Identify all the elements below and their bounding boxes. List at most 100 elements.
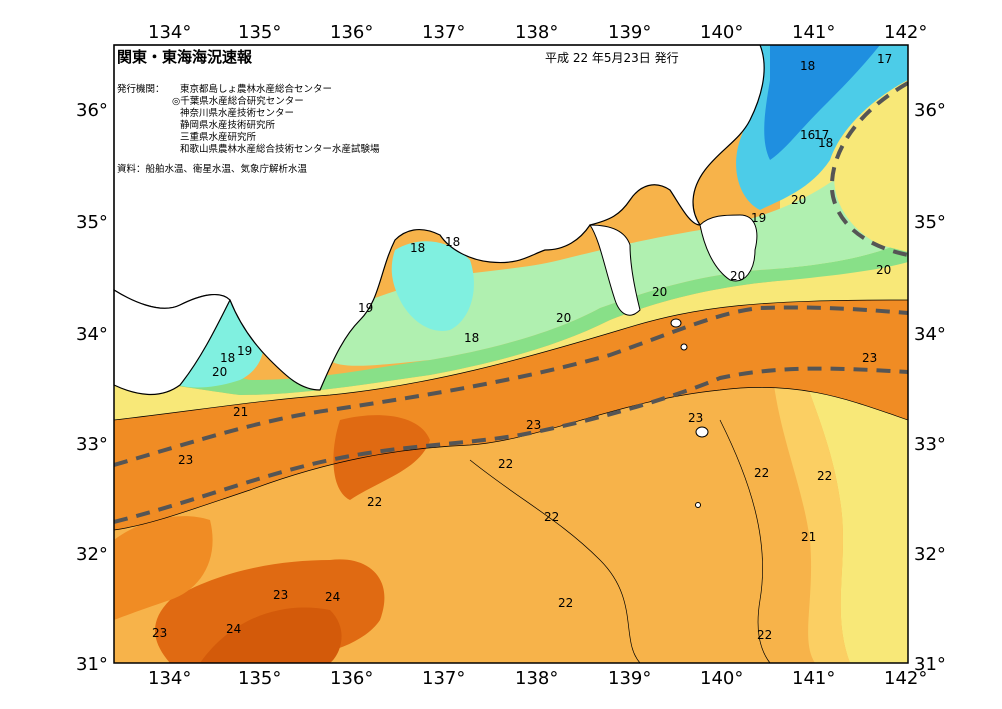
lon-label-top: 137° [422, 22, 465, 43]
lat-label-right: 32° [914, 544, 946, 565]
contour-label: 17 [877, 52, 892, 66]
temp-zone-17-ne [764, 45, 880, 160]
map-frame [113, 44, 909, 664]
contour-label: 22 [498, 457, 513, 471]
temp-zone-24-a [333, 415, 430, 500]
contour-label: 22 [754, 466, 769, 480]
lon-label-bottom: 141° [792, 668, 835, 689]
contour-label: 20 [730, 269, 745, 283]
lat-labels-right: 31° 32° 33° 34° 35° 36° [914, 100, 946, 675]
kuroshio-south-edge [114, 366, 908, 524]
contour-label: 22 [757, 628, 772, 642]
isotherm-22-mid [469, 459, 641, 663]
lon-label-top: 138° [515, 22, 558, 43]
contour-label: 16 [800, 128, 815, 142]
lat-label-right: 36° [914, 100, 946, 121]
contour-label: 20 [876, 263, 891, 277]
contour-label: 23 [273, 588, 288, 602]
lon-label-top: 141° [792, 22, 835, 43]
contour-label: 20 [212, 365, 227, 379]
lon-label-top: 140° [700, 22, 743, 43]
issuer-line: ◎千葉県水産総合研究センター [172, 95, 304, 107]
oshima-island [670, 318, 682, 328]
kii-peninsula [113, 288, 231, 396]
lon-labels-top: 134° 135° 136° 137° 138° 139° 140° 141° … [148, 22, 927, 43]
lat-label-right: 31° [914, 654, 946, 675]
map-title: 関東・東海海況速報 [117, 48, 253, 66]
lon-label-bottom: 134° [148, 668, 191, 689]
contour-label: 18 [220, 351, 235, 365]
lat-label-left: 36° [76, 100, 108, 121]
contour-labels: 17 18 16 17 18 20 19 20 20 20 20 18 18 1… [152, 52, 892, 642]
issuer-line: 和歌山県農林水産総合技術センター水産試験場 [180, 143, 380, 155]
contour-label: 23 [688, 411, 703, 425]
contour-label: 21 [233, 405, 248, 419]
lat-labels-left: 31° 32° 33° 34° 35° 36° [76, 100, 108, 675]
lat-label-right: 33° [914, 434, 946, 455]
lon-label-top: 136° [330, 22, 373, 43]
honshu-coast [113, 44, 765, 391]
issue-date: 平成 22 年5月23日 発行 [545, 51, 679, 65]
lon-label-bottom: 135° [238, 668, 281, 689]
contour-label: 19 [237, 344, 252, 358]
contour-label: 19 [358, 301, 373, 315]
contour-label: 18 [464, 331, 479, 345]
contour-label: 23 [862, 351, 877, 365]
issuer-line: 東京都島しょ農林水産総合センター [180, 83, 332, 95]
contour-label: 18 [445, 235, 460, 249]
lon-label-bottom: 138° [515, 668, 558, 689]
miyake-island [695, 426, 709, 438]
lon-label-top: 142° [884, 22, 927, 43]
lon-labels-bottom: 134° 135° 136° 137° 138° 139° 140° 141° … [148, 668, 927, 689]
lon-label-top: 139° [608, 22, 651, 43]
temp-zone-21-5 [770, 300, 850, 663]
isotherm-21-22 [114, 299, 908, 421]
contour-label: 23 [152, 626, 167, 640]
isotherm-23-south [114, 387, 908, 531]
hachijo-island [695, 502, 701, 508]
lat-label-right: 34° [914, 324, 946, 345]
temp-zone-20 [114, 240, 908, 395]
lat-label-left: 32° [76, 544, 108, 565]
land [113, 44, 765, 508]
temp-zone-21-coast [114, 262, 908, 420]
temp-zone-23-sw [114, 516, 213, 620]
contour-label: 22 [558, 596, 573, 610]
lon-label-bottom: 136° [330, 668, 373, 689]
lat-label-left: 35° [76, 212, 108, 233]
contour-label: 24 [325, 590, 340, 604]
contour-label: 20 [652, 285, 667, 299]
temp-zone-24-core [200, 607, 342, 663]
contour-label: 22 [367, 495, 382, 509]
contour-label: 20 [556, 311, 571, 325]
lon-label-bottom: 142° [884, 668, 927, 689]
contour-label: 19 [751, 211, 766, 225]
issuers-label: 発行機関： [117, 83, 165, 95]
temp-zone-21-boso [834, 80, 908, 252]
lon-label-bottom: 140° [700, 668, 743, 689]
contour-label: 20 [791, 193, 806, 207]
contour-label: 23 [178, 453, 193, 467]
contour-label: 18 [410, 241, 425, 255]
lat-label-left: 31° [76, 654, 108, 675]
lat-label-right: 35° [914, 212, 946, 233]
contour-label: 23 [526, 418, 541, 432]
kuroshio-axis [114, 81, 908, 524]
isotherm-lines [114, 299, 908, 663]
lat-label-left: 34° [76, 324, 108, 345]
isotherm-22-east [719, 419, 771, 663]
temp-zone-19-5 [330, 110, 908, 366]
issuer-line: 三重県水産研究所 [180, 131, 257, 143]
contour-label: 18 [818, 136, 833, 150]
boso-peninsula [699, 214, 758, 282]
izu-peninsula [589, 224, 641, 316]
contour-label: 24 [226, 622, 241, 636]
contour-label: 22 [817, 469, 832, 483]
contour-label: 21 [801, 530, 816, 544]
temp-zone-18-ise [391, 241, 474, 331]
temp-zone-23 [114, 300, 908, 530]
lat-label-left: 33° [76, 434, 108, 455]
toshima-island [680, 343, 688, 351]
lon-label-bottom: 139° [608, 668, 651, 689]
